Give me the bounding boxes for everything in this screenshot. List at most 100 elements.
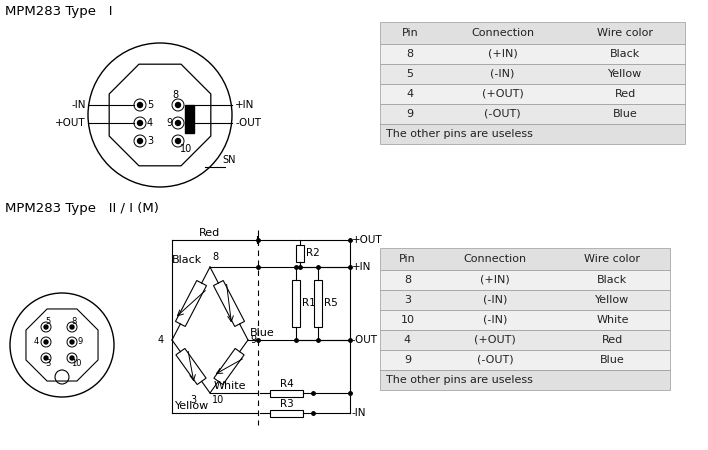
Text: 8: 8 bbox=[71, 316, 76, 325]
Text: Blue: Blue bbox=[600, 355, 625, 365]
Text: -IN: -IN bbox=[72, 100, 86, 110]
Text: Pin: Pin bbox=[399, 254, 416, 264]
Bar bbox=[380, 44, 685, 64]
Text: 3: 3 bbox=[147, 136, 153, 146]
Circle shape bbox=[137, 121, 142, 126]
Bar bbox=[380, 104, 685, 124]
Text: (-IN): (-IN) bbox=[483, 315, 507, 325]
Text: (+IN): (+IN) bbox=[488, 49, 518, 59]
Text: Wire color: Wire color bbox=[585, 254, 641, 264]
Bar bbox=[292, 280, 300, 327]
Circle shape bbox=[70, 340, 74, 344]
Text: 9: 9 bbox=[406, 109, 413, 119]
Bar bbox=[380, 124, 685, 144]
Bar bbox=[380, 84, 685, 104]
Text: 8: 8 bbox=[404, 275, 411, 285]
Text: (-IN): (-IN) bbox=[491, 69, 515, 79]
Text: Blue: Blue bbox=[612, 109, 637, 119]
Bar bbox=[380, 330, 670, 350]
Text: -OUT: -OUT bbox=[352, 335, 378, 345]
Text: 10: 10 bbox=[71, 360, 81, 369]
Text: 4: 4 bbox=[404, 335, 411, 345]
Text: SN: SN bbox=[222, 155, 236, 165]
Text: (-IN): (-IN) bbox=[483, 295, 507, 305]
Text: MPM283 Type   I: MPM283 Type I bbox=[5, 5, 113, 18]
Text: The other pins are useless: The other pins are useless bbox=[386, 129, 533, 139]
Text: (+OUT): (+OUT) bbox=[481, 89, 523, 99]
Text: Blue: Blue bbox=[250, 328, 275, 338]
Text: 10: 10 bbox=[401, 315, 414, 325]
Text: Black: Black bbox=[610, 49, 640, 59]
Bar bbox=[380, 290, 670, 310]
Text: Yellow: Yellow bbox=[175, 401, 210, 411]
Bar bbox=[185, 105, 194, 133]
Text: R2: R2 bbox=[306, 248, 320, 258]
Text: 8: 8 bbox=[212, 252, 218, 262]
Text: MPM283 Type   II / I (M): MPM283 Type II / I (M) bbox=[5, 202, 159, 215]
Circle shape bbox=[176, 103, 181, 108]
Bar bbox=[270, 410, 304, 417]
Text: 3: 3 bbox=[45, 360, 50, 369]
Text: 8: 8 bbox=[172, 90, 178, 100]
Circle shape bbox=[176, 121, 181, 126]
Text: R1: R1 bbox=[302, 298, 316, 309]
Text: White: White bbox=[596, 315, 629, 325]
Text: -OUT: -OUT bbox=[235, 118, 261, 128]
Text: +OUT: +OUT bbox=[55, 118, 86, 128]
Text: 10: 10 bbox=[180, 144, 193, 154]
Text: 9: 9 bbox=[78, 338, 84, 346]
Text: The other pins are useless: The other pins are useless bbox=[386, 375, 533, 385]
Bar bbox=[296, 245, 304, 262]
Text: 3: 3 bbox=[404, 295, 411, 305]
Circle shape bbox=[137, 103, 142, 108]
Text: -IN: -IN bbox=[352, 408, 367, 418]
Circle shape bbox=[176, 139, 181, 144]
Circle shape bbox=[44, 340, 48, 344]
Text: +IN: +IN bbox=[352, 262, 372, 272]
Text: Connection: Connection bbox=[471, 28, 534, 38]
Bar bbox=[380, 64, 685, 84]
Text: +IN: +IN bbox=[235, 100, 254, 110]
Circle shape bbox=[70, 356, 74, 360]
Bar bbox=[380, 22, 685, 44]
Text: 9: 9 bbox=[166, 118, 172, 128]
Text: Yellow: Yellow bbox=[608, 69, 642, 79]
Text: 4: 4 bbox=[406, 89, 413, 99]
Text: (-OUT): (-OUT) bbox=[484, 109, 521, 119]
Circle shape bbox=[44, 356, 48, 360]
Text: (+OUT): (+OUT) bbox=[474, 335, 516, 345]
Text: Red: Red bbox=[200, 228, 221, 238]
Circle shape bbox=[70, 325, 74, 329]
Text: Black: Black bbox=[172, 255, 202, 265]
Text: Wire color: Wire color bbox=[597, 28, 653, 38]
Text: Pin: Pin bbox=[401, 28, 418, 38]
Bar bbox=[380, 270, 670, 290]
Text: 5: 5 bbox=[147, 100, 153, 110]
Text: 4: 4 bbox=[34, 338, 39, 346]
Text: 8: 8 bbox=[406, 49, 413, 59]
Text: Connection: Connection bbox=[464, 254, 527, 264]
Bar bbox=[270, 390, 304, 396]
Text: Black: Black bbox=[598, 275, 627, 285]
Text: 9: 9 bbox=[404, 355, 411, 365]
Text: R4: R4 bbox=[280, 379, 293, 389]
Text: (+IN): (+IN) bbox=[480, 275, 510, 285]
Bar bbox=[380, 370, 670, 390]
Bar bbox=[380, 310, 670, 330]
Circle shape bbox=[137, 139, 142, 144]
Text: Yellow: Yellow bbox=[595, 295, 629, 305]
Text: Red: Red bbox=[602, 335, 623, 345]
Bar bbox=[380, 248, 670, 270]
Text: 9: 9 bbox=[250, 335, 256, 345]
Text: 5: 5 bbox=[406, 69, 413, 79]
Text: 5: 5 bbox=[45, 316, 50, 325]
Text: 4: 4 bbox=[147, 118, 153, 128]
Bar bbox=[314, 280, 322, 327]
Text: 10: 10 bbox=[212, 395, 224, 405]
Text: +OUT: +OUT bbox=[352, 235, 382, 245]
Text: Red: Red bbox=[615, 89, 636, 99]
Text: White: White bbox=[214, 381, 246, 391]
Text: 3: 3 bbox=[190, 395, 196, 405]
Text: (-OUT): (-OUT) bbox=[476, 355, 513, 365]
Circle shape bbox=[44, 325, 48, 329]
